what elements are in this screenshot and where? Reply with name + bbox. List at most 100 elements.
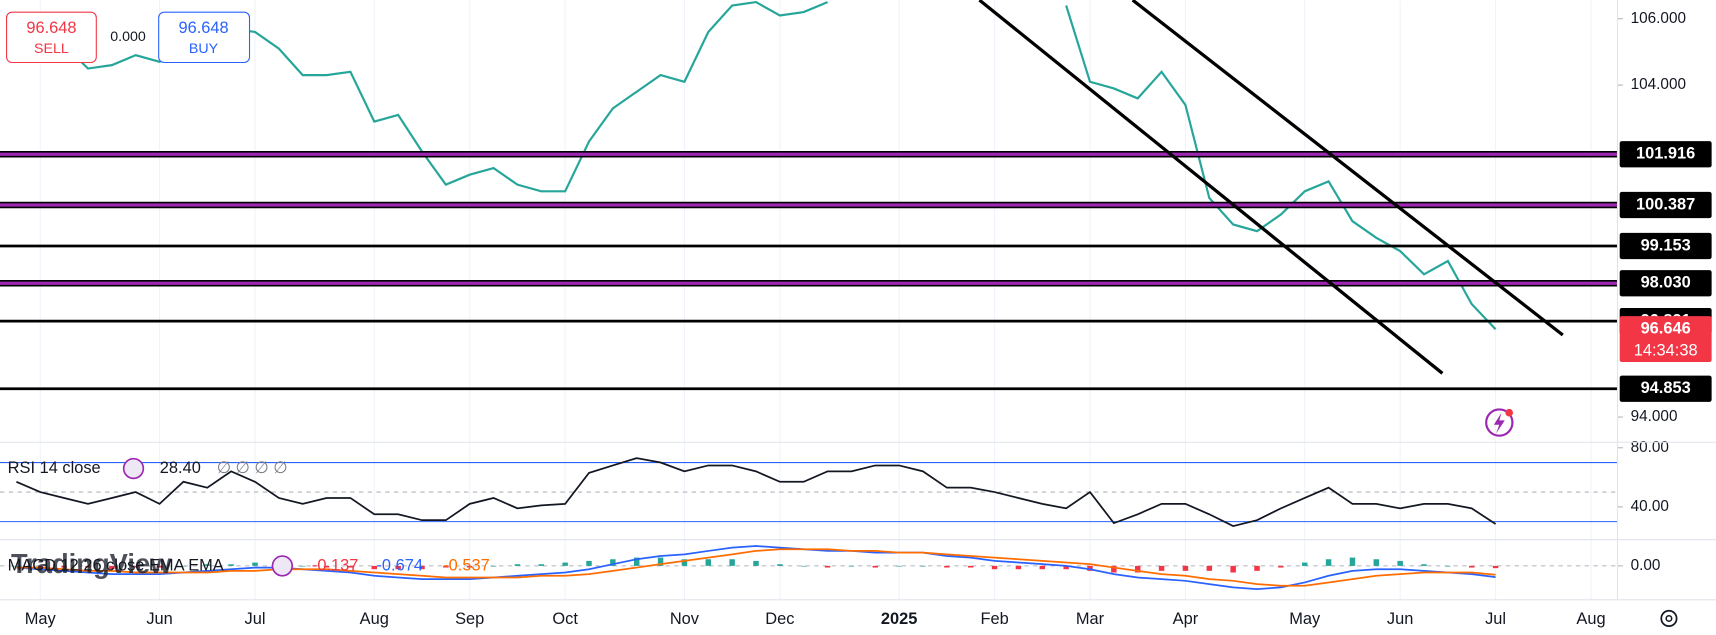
x-tick-label: Feb bbox=[980, 610, 1008, 628]
histogram-bar bbox=[109, 565, 115, 570]
countdown: 14:34:38 bbox=[1634, 341, 1698, 359]
level-label-box bbox=[1619, 191, 1712, 219]
histogram-bar bbox=[1063, 565, 1069, 570]
histogram-bar bbox=[1254, 565, 1260, 571]
y-tick-label: 80.00 bbox=[1631, 439, 1669, 456]
histogram-bar bbox=[1325, 559, 1332, 566]
histogram-bar bbox=[657, 557, 664, 566]
level-label: 101.916 bbox=[1636, 145, 1695, 163]
rsi-refresh-icon[interactable] bbox=[122, 457, 145, 480]
indicator-line bbox=[16, 548, 1496, 587]
rsi-legend-name: RSI 14 close bbox=[8, 459, 101, 477]
histogram-bar bbox=[419, 565, 425, 570]
histogram-bar bbox=[180, 565, 187, 567]
buy-button[interactable]: 96.648 BUY bbox=[158, 11, 251, 64]
y-tick-label: 94.000 bbox=[1631, 408, 1678, 425]
x-tick-label: May bbox=[25, 610, 57, 628]
histogram-bar bbox=[13, 565, 20, 567]
histogram-bar bbox=[1397, 560, 1403, 566]
histogram-bar bbox=[1373, 559, 1380, 566]
histogram-bar bbox=[991, 565, 998, 570]
level-label: 99.153 bbox=[1641, 236, 1691, 254]
sell-button[interactable]: 96.648 SELL bbox=[6, 11, 97, 64]
sell-label: SELL bbox=[34, 41, 69, 57]
histogram-bar bbox=[562, 562, 568, 566]
x-tick-label: Jun bbox=[1387, 610, 1413, 628]
x-tick-label: Mar bbox=[1076, 610, 1105, 628]
indicator-line bbox=[16, 545, 1496, 591]
histogram-bar bbox=[1015, 565, 1022, 570]
level-label-box bbox=[1619, 375, 1712, 402]
histogram-bar bbox=[371, 565, 378, 570]
y-tick-label: 106.000 bbox=[1631, 10, 1686, 27]
histogram-bar bbox=[1134, 565, 1141, 573]
histogram-bar bbox=[252, 562, 258, 566]
histogram-bar bbox=[61, 565, 67, 568]
histogram-bar bbox=[1039, 565, 1046, 570]
histogram-bar bbox=[1182, 565, 1189, 571]
x-tick-label: May bbox=[1289, 610, 1321, 628]
histogram-bar bbox=[896, 565, 902, 567]
histogram-bar bbox=[777, 564, 783, 566]
x-tick-label: Oct bbox=[552, 610, 578, 628]
histogram-bar bbox=[299, 565, 306, 567]
x-tick-label: Sep bbox=[455, 610, 484, 628]
sell-price: 96.648 bbox=[26, 19, 76, 37]
watermark: TradingView bbox=[11, 548, 172, 579]
histogram-bar bbox=[1111, 565, 1117, 573]
alert-icon[interactable] bbox=[1485, 408, 1514, 437]
histogram-bar bbox=[824, 565, 831, 568]
histogram-bar bbox=[1445, 565, 1451, 567]
x-tick-label: Apr bbox=[1173, 610, 1199, 628]
spread: 0.000 bbox=[110, 29, 146, 45]
histogram-bar bbox=[85, 565, 91, 568]
x-tick-label: Jun bbox=[146, 610, 172, 628]
histogram-bar bbox=[681, 559, 688, 566]
x-tick-label: Jul bbox=[1485, 610, 1506, 628]
histogram-bar bbox=[633, 557, 640, 566]
buy-label: BUY bbox=[189, 41, 219, 57]
x-tick-label: Aug bbox=[360, 610, 389, 628]
x-tick-label: Nov bbox=[670, 610, 700, 628]
x-tick-label: Aug bbox=[1576, 610, 1605, 628]
histogram-bar bbox=[514, 564, 521, 566]
histogram-bar bbox=[872, 565, 879, 568]
histogram-bar bbox=[538, 564, 545, 566]
histogram-bar bbox=[586, 560, 592, 566]
histogram-bar bbox=[729, 559, 735, 566]
histogram-bar bbox=[1301, 562, 1308, 566]
histogram-bar bbox=[443, 565, 449, 568]
histogram-bar bbox=[1206, 565, 1213, 571]
histogram-bar bbox=[466, 565, 473, 568]
indicator-line bbox=[16, 457, 1497, 528]
histogram-bar bbox=[1492, 565, 1499, 569]
histogram-bar bbox=[705, 559, 712, 566]
histogram-bar bbox=[944, 565, 950, 568]
settings-icon[interactable] bbox=[1660, 609, 1678, 627]
histogram-bar bbox=[848, 565, 855, 567]
histogram-bar bbox=[490, 565, 497, 567]
histogram-bar bbox=[1158, 565, 1165, 571]
rsi-legend-value: 28.40 bbox=[160, 459, 201, 477]
macd-refresh-icon[interactable] bbox=[271, 555, 294, 577]
histogram-bar bbox=[132, 565, 139, 568]
histogram-bar bbox=[920, 565, 926, 567]
rsi-legend-placeholders: ∅ ∅ ∅ ∅ bbox=[217, 459, 288, 477]
trend-line bbox=[978, 0, 1444, 375]
histogram-bar bbox=[347, 565, 354, 568]
price-axis-background bbox=[1618, 0, 1716, 600]
macd-legend-signal: -0.537 bbox=[443, 556, 490, 574]
macd-legend-histogram: -0.137 bbox=[312, 556, 359, 574]
histogram-bar bbox=[1349, 557, 1356, 566]
macd-legend-macd: -0.674 bbox=[376, 556, 423, 574]
histogram-bar bbox=[1230, 565, 1236, 573]
y-tick-label: 40.00 bbox=[1631, 498, 1669, 515]
histogram-bar bbox=[1421, 564, 1427, 566]
histogram-bar bbox=[228, 564, 234, 566]
buy-price: 96.648 bbox=[178, 19, 228, 37]
histogram-bar bbox=[610, 559, 616, 566]
histogram-bar bbox=[156, 565, 163, 568]
